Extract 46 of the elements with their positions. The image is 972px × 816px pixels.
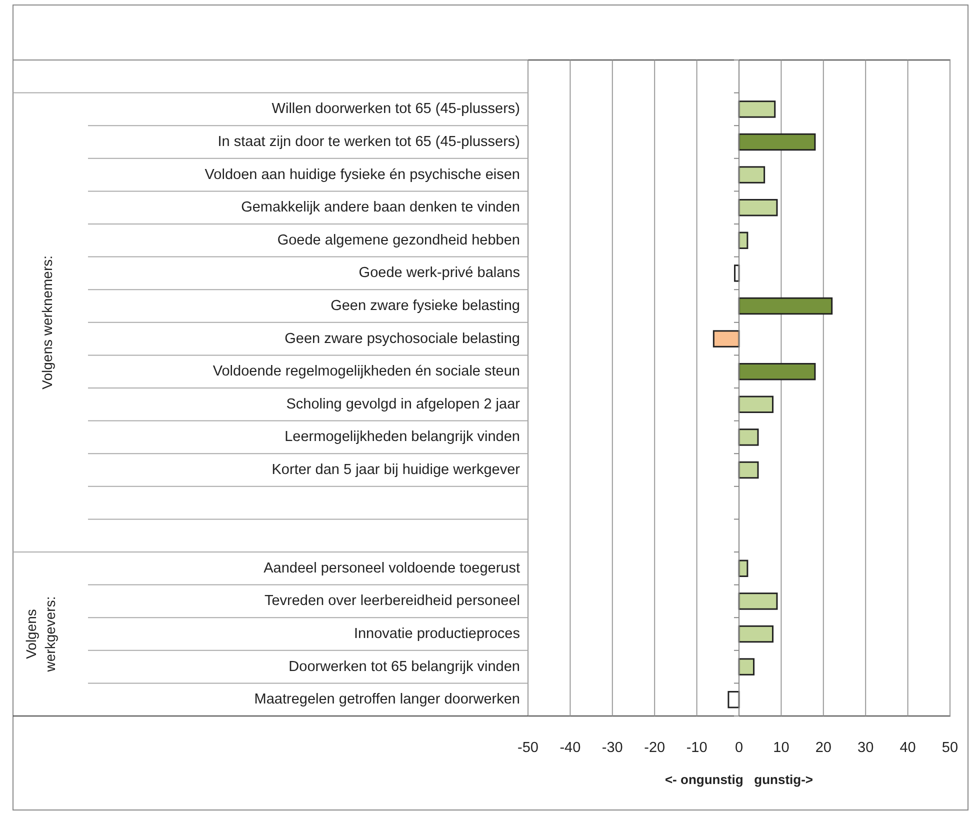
bar: [738, 198, 778, 216]
bar: [738, 362, 816, 380]
y-tick-label: Korter dan 5 jaar bij huidige werkgever: [272, 462, 520, 478]
bar: [738, 396, 774, 414]
text: Volgens werkgevers:: [23, 596, 58, 673]
x-tick-label: -40: [560, 740, 581, 756]
x-tick-label: 0: [734, 740, 744, 756]
x-tick-label: -50: [518, 740, 538, 756]
y-tick-label: Doorwerken tot 65 belangrijk vinden: [288, 658, 520, 675]
x-axis-title: <- ongunstig gunstig->: [664, 772, 814, 787]
bar: [738, 100, 776, 118]
x-tick-label: 20: [815, 740, 832, 756]
y-tick-label: In staat zijn door te werken tot 65 (45-plussers): [218, 134, 520, 150]
y-tick-label: Voldoende regelmogelijkheden én sociale steun: [212, 364, 520, 380]
y-tick-label: Aandeel personeel voldoende toegerust: [264, 560, 520, 576]
bar: [712, 330, 740, 348]
bar: [738, 166, 766, 184]
bar: [738, 133, 816, 151]
x-tick-label: -10: [686, 740, 708, 756]
y-tick-label: Goede werk-privé balans: [358, 265, 520, 282]
x-tick-label: 50: [942, 740, 958, 756]
y-tick-label: Leermogelijkheden belangrijk vinden: [284, 429, 520, 446]
y-tick-label: Goede algemene gezondheid hebben: [277, 232, 520, 248]
y-tick-label: Maatregelen getroffen langer doorwerken: [254, 692, 520, 708]
x-tick-label: 40: [900, 740, 916, 756]
x-tick-label: 10: [773, 740, 790, 756]
text: Volgens werknemers:: [39, 255, 55, 390]
bar: [728, 690, 740, 708]
x-tick-label: -30: [602, 740, 623, 756]
y-tick-label: Voldoen aan huidige fysieke én psychische eisen: [204, 166, 520, 183]
y-tick-label: Geen zware psychosociale belasting: [284, 330, 520, 347]
x-tick-label: -20: [644, 740, 666, 756]
bar: [738, 461, 759, 479]
bar: [734, 264, 740, 282]
y-tick-label: Scholing gevolgd in afgelopen 2 jaar: [286, 396, 520, 412]
y-tick-label: Willen doorwerken tot 65 (45-plussers): [272, 101, 520, 118]
bar: [738, 428, 759, 446]
y-tick-label: Tevreden over leerbereidheid personeel: [264, 593, 520, 610]
bar: [738, 625, 774, 643]
y-tick-label: Innovatie productieproces: [354, 626, 520, 642]
bar: [738, 592, 778, 610]
bar: [738, 297, 833, 315]
y-tick-label: Gemakkelijk andere baan denken te vinden: [241, 200, 520, 216]
bar: [738, 658, 755, 676]
y-tick-label: Geen zware fysieke belasting: [330, 298, 520, 314]
x-tick-label: 30: [858, 740, 874, 756]
